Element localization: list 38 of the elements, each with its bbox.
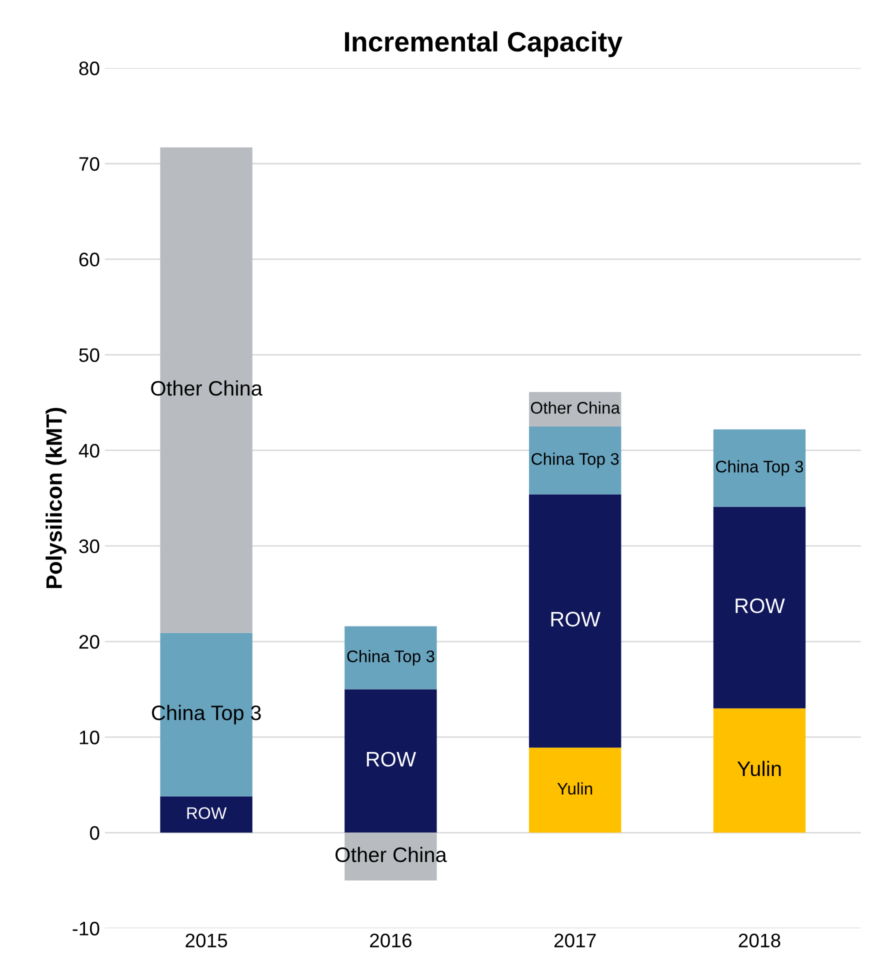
y-tick-label: 20 xyxy=(79,634,100,649)
bar xyxy=(528,494,622,748)
y-tick-label: -10 xyxy=(72,922,100,936)
text: Yulin xyxy=(557,782,592,795)
y-tick-label: 80 xyxy=(79,62,100,76)
y-axis-title: Polysilicon (kMT) xyxy=(46,408,66,588)
bar xyxy=(528,392,622,426)
series-label: China Top 3 xyxy=(347,650,434,666)
text: China Top 3 xyxy=(532,452,619,468)
bar xyxy=(713,708,806,833)
text: ROW xyxy=(736,598,785,614)
series-label: Yulin xyxy=(737,760,781,776)
y-tick-label: 40 xyxy=(78,444,100,458)
y-tick-label: 30 xyxy=(79,539,100,554)
text: Other China xyxy=(151,380,262,396)
x-tick-label: 2016 xyxy=(370,934,412,948)
x-tick-label: 2017 xyxy=(554,934,596,948)
chart-title: Incremental Capacity xyxy=(345,31,622,58)
series-label: ROW xyxy=(187,807,227,819)
bar xyxy=(344,689,437,833)
bar xyxy=(713,506,806,708)
y-tick-label: 60 xyxy=(79,252,100,266)
y-tick-label: 70 xyxy=(79,157,100,171)
text: ROW xyxy=(366,752,416,767)
y-tick-label: 0 xyxy=(90,826,100,840)
x-tick-label: 2018 xyxy=(738,934,780,948)
bar xyxy=(713,429,806,507)
bar xyxy=(528,748,622,833)
bar xyxy=(344,626,437,690)
series-label: Other China xyxy=(530,401,620,414)
bar xyxy=(160,796,252,833)
y-tick-label: 10 xyxy=(80,730,100,744)
text: Other China xyxy=(336,846,447,862)
bar xyxy=(528,426,622,494)
y-tick-label: 50 xyxy=(79,348,100,362)
text: ROW xyxy=(551,612,600,627)
text: China Top 3 xyxy=(716,460,804,476)
x-tick-label: 2015 xyxy=(186,934,228,948)
